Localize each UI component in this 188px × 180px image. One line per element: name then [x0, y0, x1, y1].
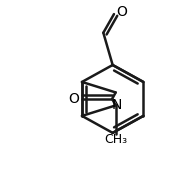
- Text: O: O: [116, 5, 127, 19]
- Text: N: N: [111, 98, 122, 112]
- Text: CH₃: CH₃: [104, 133, 127, 146]
- Text: O: O: [68, 92, 79, 106]
